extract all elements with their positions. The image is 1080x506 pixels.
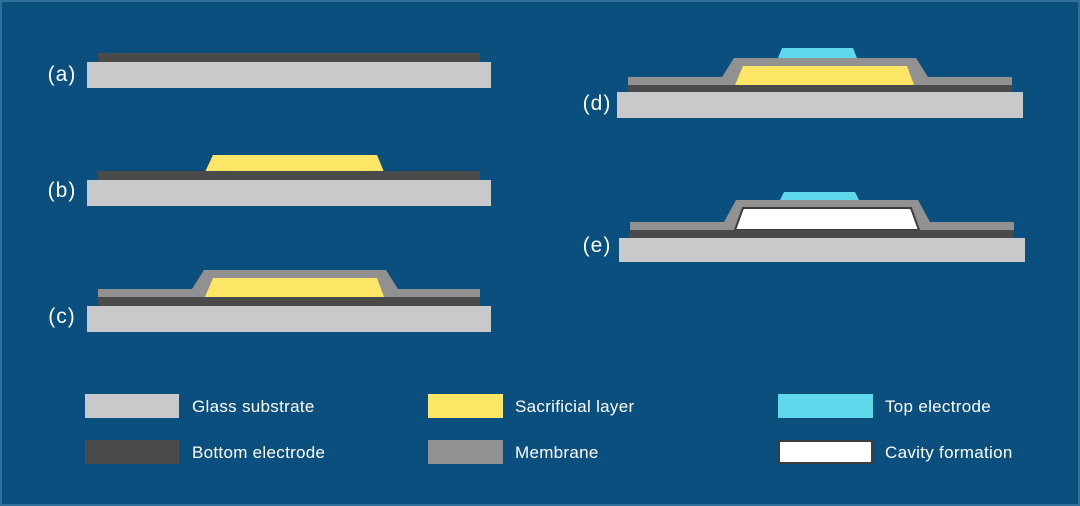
bottom-electrode-shape <box>98 53 480 62</box>
panel-d-diagram <box>617 48 1023 118</box>
glass-substrate-shape <box>87 306 491 332</box>
panel-c-diagram <box>87 270 491 332</box>
panel-e-diagram <box>619 192 1025 262</box>
legend-label-sacrificial-layer: Sacrificial layer <box>515 397 635 416</box>
panel-a-diagram <box>87 53 491 88</box>
legend-swatch-membrane <box>428 440 503 464</box>
legend-label-cavity-formation: Cavity formation <box>885 443 1013 462</box>
bottom-electrode-shape <box>98 171 480 180</box>
panel-b-diagram <box>87 155 491 206</box>
legend-label-bottom-electrode: Bottom electrode <box>192 443 326 462</box>
panel-label-b: (b) <box>47 179 77 202</box>
legend-label-membrane: Membrane <box>515 443 599 462</box>
glass-substrate-shape <box>617 92 1023 118</box>
legend-swatch-top-electrode <box>778 394 873 418</box>
panel-label-c: (c) <box>48 305 76 328</box>
legend-label-glass-substrate: Glass substrate <box>192 397 315 416</box>
top-electrode-shape <box>780 192 859 200</box>
panel-label-a: (a) <box>47 63 77 86</box>
legend-swatch-bottom-electrode <box>85 440 179 464</box>
sacrificial-layer-shape <box>205 155 384 172</box>
panel-label-e: (e) <box>582 234 612 257</box>
legend-swatch-glass-substrate <box>85 394 179 418</box>
sacrificial-layer-shape <box>735 66 914 85</box>
bottom-electrode-shape <box>98 297 480 306</box>
panel-label-d: (d) <box>582 92 612 115</box>
glass-substrate-shape <box>87 180 491 206</box>
legend-label-top-electrode: Top electrode <box>885 397 991 416</box>
legend-swatch-sacrificial-layer <box>428 394 503 418</box>
bottom-electrode-shape <box>628 85 1012 93</box>
bottom-electrode-shape <box>630 230 1014 238</box>
cavity-shape <box>733 207 921 231</box>
legend-swatch-cavity-formation <box>778 440 873 464</box>
top-electrode-shape <box>778 48 857 58</box>
glass-substrate-shape <box>619 238 1025 262</box>
glass-substrate-shape <box>87 62 491 88</box>
sacrificial-layer-shape <box>205 278 384 297</box>
